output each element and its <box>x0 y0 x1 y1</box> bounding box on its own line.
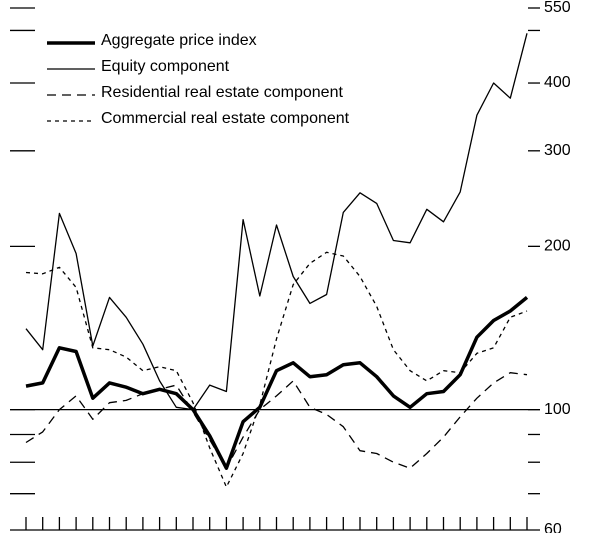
series-line <box>25 372 528 469</box>
legend-label: Aggregate price index <box>101 32 257 49</box>
series-line <box>25 296 529 470</box>
y-tick-label: 200 <box>544 238 571 255</box>
y-tick-label: 100 <box>544 401 571 418</box>
legend-label: Equity component <box>101 58 230 75</box>
legend-label: Commercial real estate component <box>101 110 350 127</box>
series-line <box>25 251 528 488</box>
y-tick-label: 60 <box>544 521 562 533</box>
y-tick-label: 550 <box>544 0 571 16</box>
y-tick-label: 400 <box>544 74 571 91</box>
legend-label: Residential real estate component <box>101 84 343 101</box>
series-line <box>25 33 528 411</box>
y-tick-label: 300 <box>544 142 571 159</box>
